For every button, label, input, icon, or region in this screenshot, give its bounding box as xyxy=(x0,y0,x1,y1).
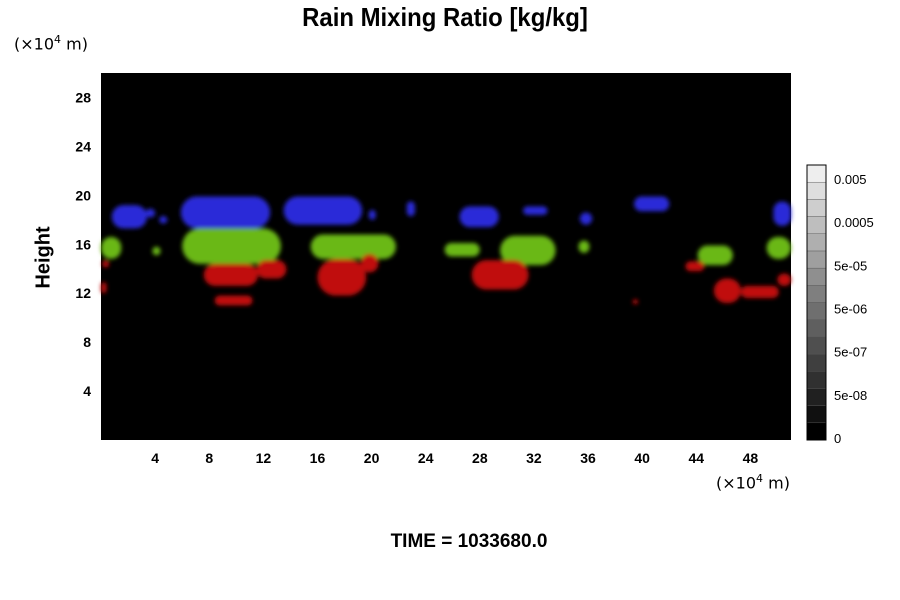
colorbar-swatch xyxy=(806,302,827,320)
heatmap-cell-lower-11 xyxy=(740,285,779,299)
colorbar-label: 5e-05 xyxy=(834,258,867,273)
x-tick-label: 36 xyxy=(580,450,596,466)
y-tick-label: 24 xyxy=(75,138,91,154)
heatmap-cell-lower-7 xyxy=(471,260,529,290)
y-tick-label: 8 xyxy=(83,334,91,350)
chart-title: Rain Mixing Ratio [kg/kg] xyxy=(302,2,588,32)
heatmap-cell-middle-2 xyxy=(182,228,281,264)
colorbar-swatch xyxy=(806,164,827,183)
y-unit-suffix: m) xyxy=(61,34,88,54)
heatmap-cell-lower-1 xyxy=(102,260,110,268)
x-axis-unit: (×104 m) xyxy=(716,472,790,492)
colorbar-label: 0 xyxy=(834,431,841,446)
heatmap-cell-middle-4 xyxy=(444,243,480,257)
time-label: TIME = 1033680.0 xyxy=(390,531,548,552)
colorbar-label: 5e-08 xyxy=(834,388,867,403)
colorbar: 0.005 0.0005 5e-05 5e-06 5e-07 5e-08 0 xyxy=(806,164,874,446)
heatmap-cell-upper-7 xyxy=(459,206,499,228)
x-tick-label: 48 xyxy=(743,450,759,466)
colorbar-label: 5e-07 xyxy=(834,345,867,360)
heatmap-cell-upper-8 xyxy=(523,206,548,215)
x-unit-exponent: 4 xyxy=(756,472,764,485)
colorbar-swatch xyxy=(806,388,827,406)
y-tick-label: 20 xyxy=(75,187,91,203)
x-tick-label: 40 xyxy=(634,450,650,466)
colorbar-swatch xyxy=(806,181,827,200)
colorbar-label: 0.0005 xyxy=(834,215,874,230)
colorbar-swatch xyxy=(806,199,827,217)
heatmap-cell-upper-6 xyxy=(406,201,415,217)
heatmap-cell-upper-10 xyxy=(634,196,670,212)
y-tick-label: 12 xyxy=(75,285,91,301)
x-tick-label: 44 xyxy=(689,450,705,466)
colorbar-swatch xyxy=(806,319,827,338)
heatmap-cell-middle-7 xyxy=(697,245,733,266)
colorbar-label: 5e-06 xyxy=(834,302,867,317)
heatmap-cell-lower-4 xyxy=(256,260,287,279)
y-axis-unit: (×104 m) xyxy=(14,33,88,53)
heatmap-cell-lower-3 xyxy=(214,295,253,306)
x-tick-label: 32 xyxy=(526,450,542,466)
colorbar-swatch xyxy=(806,250,827,269)
heatmap-cell-lower-2 xyxy=(203,263,258,286)
x-tick-label: 16 xyxy=(310,450,326,466)
colorbar-swatch xyxy=(806,216,827,234)
x-axis-ticks: 4 8 12 16 20 24 28 32 36 40 44 48 xyxy=(151,450,758,466)
heatmap-cell-middle-8 xyxy=(766,236,791,259)
heatmap-cell-lower-10 xyxy=(713,278,741,303)
heatmap-cell-middle-0 xyxy=(101,236,122,259)
colorbar-swatch xyxy=(806,371,827,389)
heatmap-cell-upper-9 xyxy=(579,212,593,225)
heatmap-cell-upper-1 xyxy=(145,208,156,218)
y-tick-label: 28 xyxy=(75,89,91,105)
x-tick-label: 8 xyxy=(205,450,213,466)
heatmap-cell-upper-3 xyxy=(180,196,271,229)
x-unit-suffix: m) xyxy=(763,473,790,493)
y-axis-ticks: 4 8 12 16 20 24 28 xyxy=(75,89,91,399)
colorbar-swatch xyxy=(806,233,827,252)
y-unit-prefix: (×10 xyxy=(14,34,55,54)
heatmap-cell-lower-6 xyxy=(360,254,379,273)
colorbar-swatch xyxy=(806,267,827,286)
x-tick-label: 20 xyxy=(364,450,380,466)
x-tick-label: 24 xyxy=(418,450,434,466)
y-tick-label: 16 xyxy=(75,236,91,252)
heatmap-cell-lower-12 xyxy=(777,273,791,286)
x-tick-label: 12 xyxy=(256,450,272,466)
y-unit-exponent: 4 xyxy=(54,33,62,46)
heatmap-cell-lower-8 xyxy=(632,299,639,305)
heatmap-cell-middle-1 xyxy=(152,246,161,256)
colorbar-swatch xyxy=(806,336,827,355)
x-tick-label: 4 xyxy=(151,450,159,466)
heatmap-regions xyxy=(101,196,791,306)
colorbar-label: 0.005 xyxy=(834,172,867,187)
colorbar-swatch xyxy=(806,285,827,303)
heatmap-cell-lower-0 xyxy=(101,282,107,294)
colorbar-swatch xyxy=(806,353,827,372)
heatmap-cell-lower-5 xyxy=(317,258,367,296)
colorbar-frame xyxy=(806,164,827,441)
colorbar-swatch xyxy=(806,405,827,424)
heatmap-cell-upper-2 xyxy=(159,216,168,224)
colorbar-swatch xyxy=(806,422,827,441)
y-tick-label: 4 xyxy=(83,383,91,399)
heatmap-cell-upper-11 xyxy=(773,201,791,226)
heatmap-cell-middle-5 xyxy=(500,235,556,266)
heatmap-cell-upper-0 xyxy=(111,205,147,229)
heatmap-cell-upper-4 xyxy=(283,196,363,225)
heatmap-cell-lower-9 xyxy=(685,261,705,272)
heatmap-cell-middle-6 xyxy=(578,240,590,253)
x-tick-label: 28 xyxy=(472,450,488,466)
heatmap-cell-middle-3 xyxy=(310,234,396,259)
heatmap-cell-upper-5 xyxy=(368,210,376,220)
x-unit-prefix: (×10 xyxy=(716,473,757,493)
